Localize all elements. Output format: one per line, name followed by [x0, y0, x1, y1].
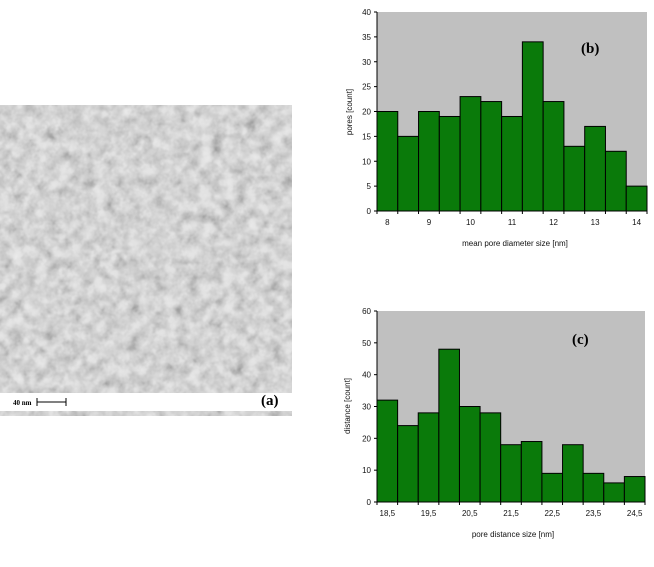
chart-c-bar-9	[562, 444, 584, 503]
chart-b-y-tick-label-5: 25	[362, 83, 371, 92]
chart-b-y-tick-label-6: 30	[362, 58, 371, 67]
chart-c-x-ticks: 18,5 19,5 20,5 21,5 22,5 23,5 24,5	[376, 502, 646, 518]
chart-c-y-label: distance [count]	[343, 378, 352, 434]
chart-b-bar-10	[584, 125, 606, 212]
chart-b-bar-9	[563, 145, 586, 212]
chart-c-bar-5	[479, 412, 502, 503]
chart-b-x-ticks: 8 9 10 11 12 13 14	[376, 211, 648, 227]
chart-c-y-tick-label-1: 10	[362, 466, 371, 475]
chart-c-y-tick-label-0: 0	[367, 498, 372, 507]
chart-b-y-tick-label-1: 5	[367, 182, 372, 191]
scale-bar-strip	[0, 393, 292, 411]
chart-b-y-tick-label-3: 15	[362, 132, 371, 141]
chart-c-x-tick-label-6: 24,5	[627, 509, 643, 518]
chart-b-x-tick-label-4: 12	[549, 218, 558, 227]
chart-b-x-tick-label-0: 8	[385, 218, 390, 227]
panel-a-label: (a)	[261, 393, 279, 409]
chart-b-x-tick-label-6: 14	[632, 218, 641, 227]
chart-c-x-label: pore distance size [nm]	[472, 530, 554, 539]
chart-c-x-tick-label-1: 19,5	[421, 509, 437, 518]
chart-b-y-tick-label-4: 20	[362, 108, 371, 117]
chart-c-x-tick-label-4: 22,5	[544, 509, 560, 518]
chart-b-y-tick-label-8: 40	[362, 8, 371, 17]
sem-image-panel: 40 nm (a)	[0, 105, 292, 416]
chart-b-y-ticks: 0 5 10 15 20 25 30 35 40	[362, 8, 377, 216]
chart-b-bar-3	[438, 115, 461, 212]
chart-c-bar-2	[417, 412, 440, 503]
chart-b-bar-5	[480, 101, 503, 212]
chart-b-bar-0	[376, 111, 399, 212]
chart-b-bar-8	[542, 101, 565, 212]
chart-c-bar-6	[500, 444, 522, 503]
chart-c-y-tick-label-3: 30	[362, 403, 371, 412]
chart-b-bar-1	[397, 135, 420, 212]
chart-b-y-label: pores [count]	[345, 89, 354, 135]
chart-c-x-tick-label-5: 23,5	[586, 509, 602, 518]
chart-c-panel-label: (c)	[572, 332, 589, 348]
chart-b-y-tick-label-7: 35	[362, 33, 371, 42]
chart-b-bar-6	[501, 115, 523, 212]
chart-c-bar-1	[397, 425, 419, 503]
chart-b-bar-2	[418, 111, 440, 212]
sem-texture	[0, 105, 292, 416]
chart-c-x-tick-label-2: 20,5	[462, 509, 478, 518]
chart-c-bar-0	[376, 399, 399, 503]
chart-b-x-label: mean pore diameter size [nm]	[462, 239, 568, 248]
chart-c-x-tick-label-3: 21,5	[503, 509, 519, 518]
chart-c-bar-8	[541, 472, 564, 503]
chart-c-bar-3	[438, 348, 460, 503]
chart-c-y-tick-label-4: 40	[362, 371, 371, 380]
chart-c-bar-7	[520, 441, 543, 503]
chart-c-bar-4	[458, 406, 481, 503]
chart-c-y-tick-label-2: 20	[362, 434, 371, 443]
chart-c-x-tick-label-0: 18,5	[380, 509, 396, 518]
chart-c-y-tick-label-6: 60	[362, 307, 371, 316]
chart-b-bar-4	[459, 96, 482, 212]
chart-b-y-tick-label-0: 0	[367, 207, 372, 216]
chart-c-bar-12	[623, 476, 646, 503]
chart-b-bar-12	[625, 185, 648, 212]
chart-c: 0 10 20 30 40 50 60 18,5 19,5 20,5 21,5 22,5 23,5 24…	[343, 307, 646, 539]
chart-b-bar-7	[521, 41, 544, 212]
chart-c-y-tick-label-5: 50	[362, 339, 371, 348]
chart-b-x-tick-label-5: 13	[591, 218, 600, 227]
chart-c-bar-10	[582, 472, 605, 503]
scale-bar-text: 40 nm	[13, 399, 32, 407]
chart-b-panel-label: (b)	[581, 41, 599, 57]
chart-c-y-ticks: 0 10 20 30 40 50 60	[362, 307, 377, 507]
chart-b-y-tick-label-2: 10	[362, 157, 371, 166]
chart-b-bar-11	[604, 150, 627, 212]
chart-b-x-tick-label-2: 10	[466, 218, 475, 227]
chart-c-bar-11	[603, 482, 625, 503]
chart-b-x-tick-label-1: 9	[427, 218, 432, 227]
chart-b: 0 5 10 15 20 25 30 35 40 8 9 10 11 12 13 14 mean pore …	[345, 8, 648, 248]
chart-b-x-tick-label-3: 11	[508, 218, 517, 227]
